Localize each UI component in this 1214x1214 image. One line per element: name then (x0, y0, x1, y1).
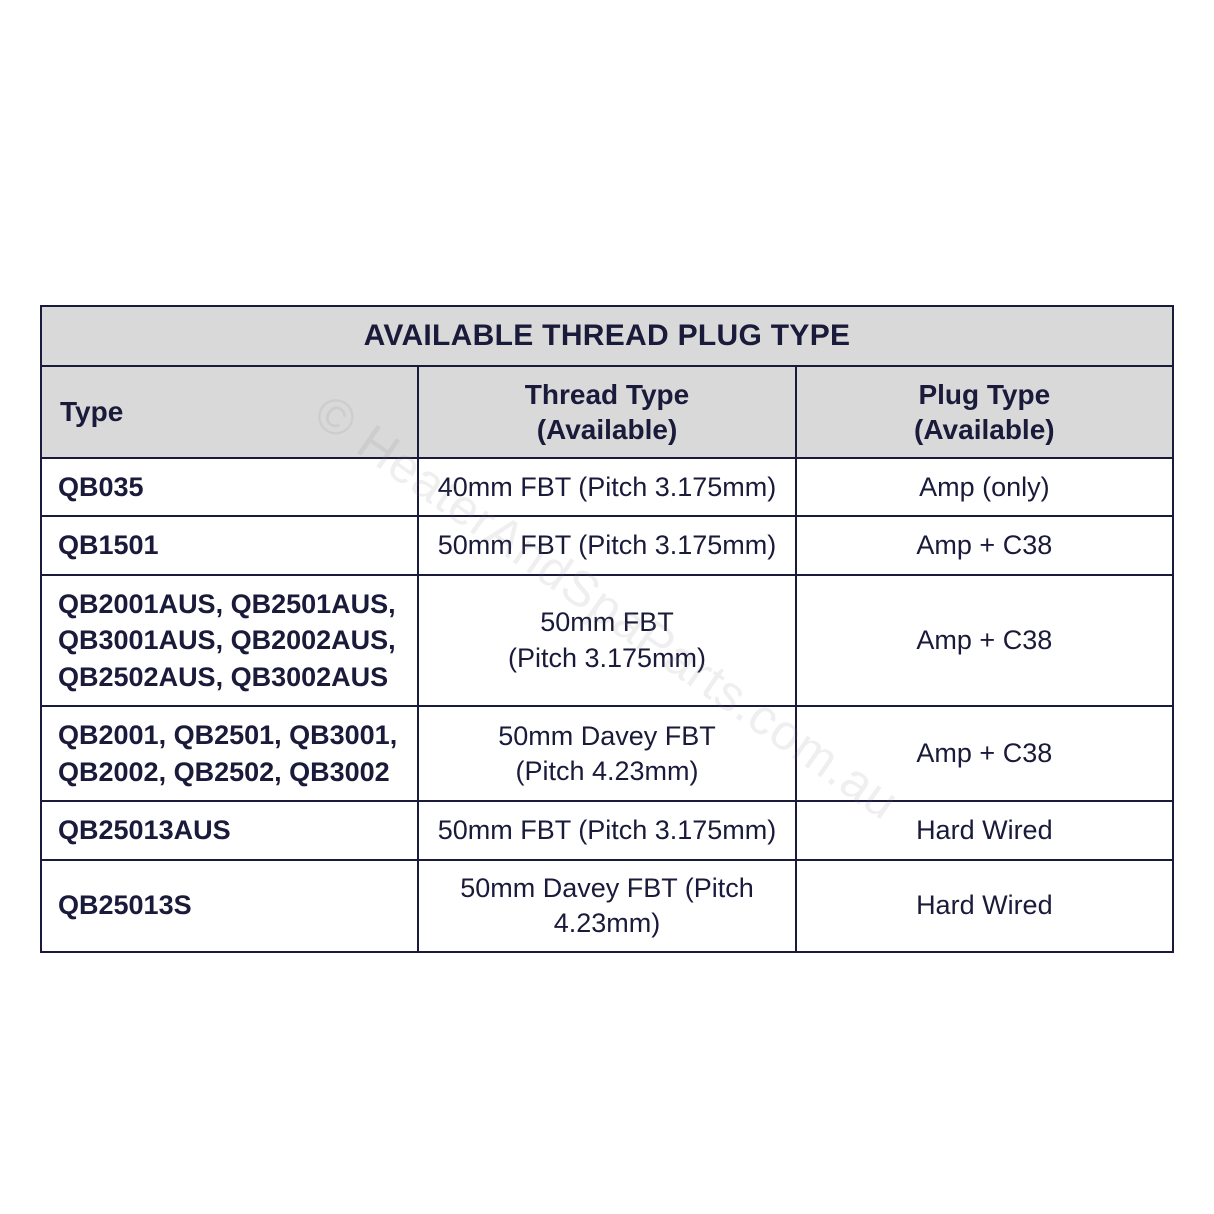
spec-table: AVAILABLE THREAD PLUG TYPE Type Thread T… (40, 305, 1174, 953)
table-column-headers: Type Thread Type (Available) Plug Type (… (41, 366, 1173, 458)
cell-type: QB2001AUS, QB2501AUS, QB3001AUS, QB2002A… (41, 575, 418, 706)
cell-type: QB1501 (41, 516, 418, 574)
cell-plug: Amp (only) (796, 458, 1173, 516)
col-header-thread: Thread Type (Available) (418, 366, 795, 458)
cell-thread-l2: (Pitch 4.23mm) (515, 756, 698, 786)
table-row: QB25013AUS 50mm FBT (Pitch 3.175mm) Hard… (41, 801, 1173, 859)
cell-type: QB2001, QB2501, QB3001, QB2002, QB2502, … (41, 706, 418, 801)
table-title-row: AVAILABLE THREAD PLUG TYPE (41, 306, 1173, 366)
col-header-type: Type (41, 366, 418, 458)
table-row: QB25013S 50mm Davey FBT (Pitch 4.23mm) H… (41, 860, 1173, 952)
cell-thread: 40mm FBT (Pitch 3.175mm) (418, 458, 795, 516)
cell-thread: 50mm Davey FBT (Pitch 4.23mm) (418, 860, 795, 952)
cell-thread: 50mm FBT (Pitch 3.175mm) (418, 801, 795, 859)
table-title: AVAILABLE THREAD PLUG TYPE (41, 306, 1173, 366)
col-header-thread-l1: Thread Type (525, 379, 689, 410)
cell-thread-l2: (Pitch 3.175mm) (508, 643, 706, 673)
cell-plug: Hard Wired (796, 860, 1173, 952)
table-row: QB2001, QB2501, QB3001, QB2002, QB2502, … (41, 706, 1173, 801)
cell-thread-l1: 50mm Davey FBT (498, 721, 716, 751)
col-header-plug-l2: (Available) (914, 414, 1055, 445)
cell-plug: Amp + C38 (796, 516, 1173, 574)
cell-plug: Amp + C38 (796, 575, 1173, 706)
col-header-plug: Plug Type (Available) (796, 366, 1173, 458)
cell-type: QB25013S (41, 860, 418, 952)
cell-type: QB25013AUS (41, 801, 418, 859)
table-row: QB1501 50mm FBT (Pitch 3.175mm) Amp + C3… (41, 516, 1173, 574)
table-row: QB035 40mm FBT (Pitch 3.175mm) Amp (only… (41, 458, 1173, 516)
cell-thread: 50mm Davey FBT (Pitch 4.23mm) (418, 706, 795, 801)
cell-thread-l1: 50mm FBT (540, 607, 674, 637)
col-header-plug-l1: Plug Type (918, 379, 1050, 410)
cell-type: QB035 (41, 458, 418, 516)
cell-plug: Hard Wired (796, 801, 1173, 859)
cell-thread: 50mm FBT (Pitch 3.175mm) (418, 575, 795, 706)
cell-plug: Amp + C38 (796, 706, 1173, 801)
spec-table-container: AVAILABLE THREAD PLUG TYPE Type Thread T… (40, 305, 1174, 953)
cell-thread: 50mm FBT (Pitch 3.175mm) (418, 516, 795, 574)
table-row: QB2001AUS, QB2501AUS, QB3001AUS, QB2002A… (41, 575, 1173, 706)
col-header-thread-l2: (Available) (537, 414, 678, 445)
